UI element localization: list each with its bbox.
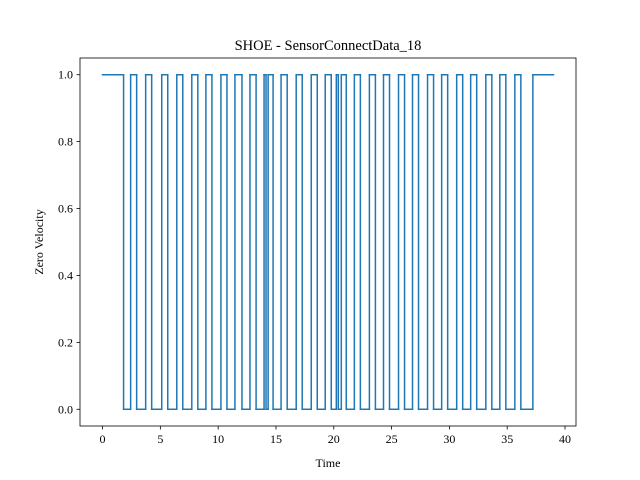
x-tick-label: 35 — [501, 432, 513, 446]
x-tick-label: 10 — [212, 432, 224, 446]
x-tick-label: 0 — [100, 432, 106, 446]
y-tick-label: 0.2 — [58, 335, 73, 349]
y-axis-label: Zero Velocity — [32, 209, 46, 274]
chart-title: SHOE - SensorConnectData_18 — [235, 38, 422, 54]
y-tick-label: 1.0 — [58, 68, 73, 82]
y-tick-label: 0.4 — [58, 268, 73, 282]
x-tick-label: 5 — [157, 432, 163, 446]
x-tick-label: 30 — [443, 432, 455, 446]
y-tick-label: 0.6 — [58, 202, 73, 216]
x-tick-label: 40 — [559, 432, 571, 446]
x-tick-label: 20 — [328, 432, 340, 446]
x-axis-label: Time — [316, 456, 341, 470]
y-tick-label: 0.0 — [58, 402, 73, 416]
y-tick-label: 0.8 — [58, 135, 73, 149]
x-tick-label: 25 — [386, 432, 398, 446]
plot-frame — [79, 57, 577, 427]
x-tick-label: 15 — [270, 432, 282, 446]
